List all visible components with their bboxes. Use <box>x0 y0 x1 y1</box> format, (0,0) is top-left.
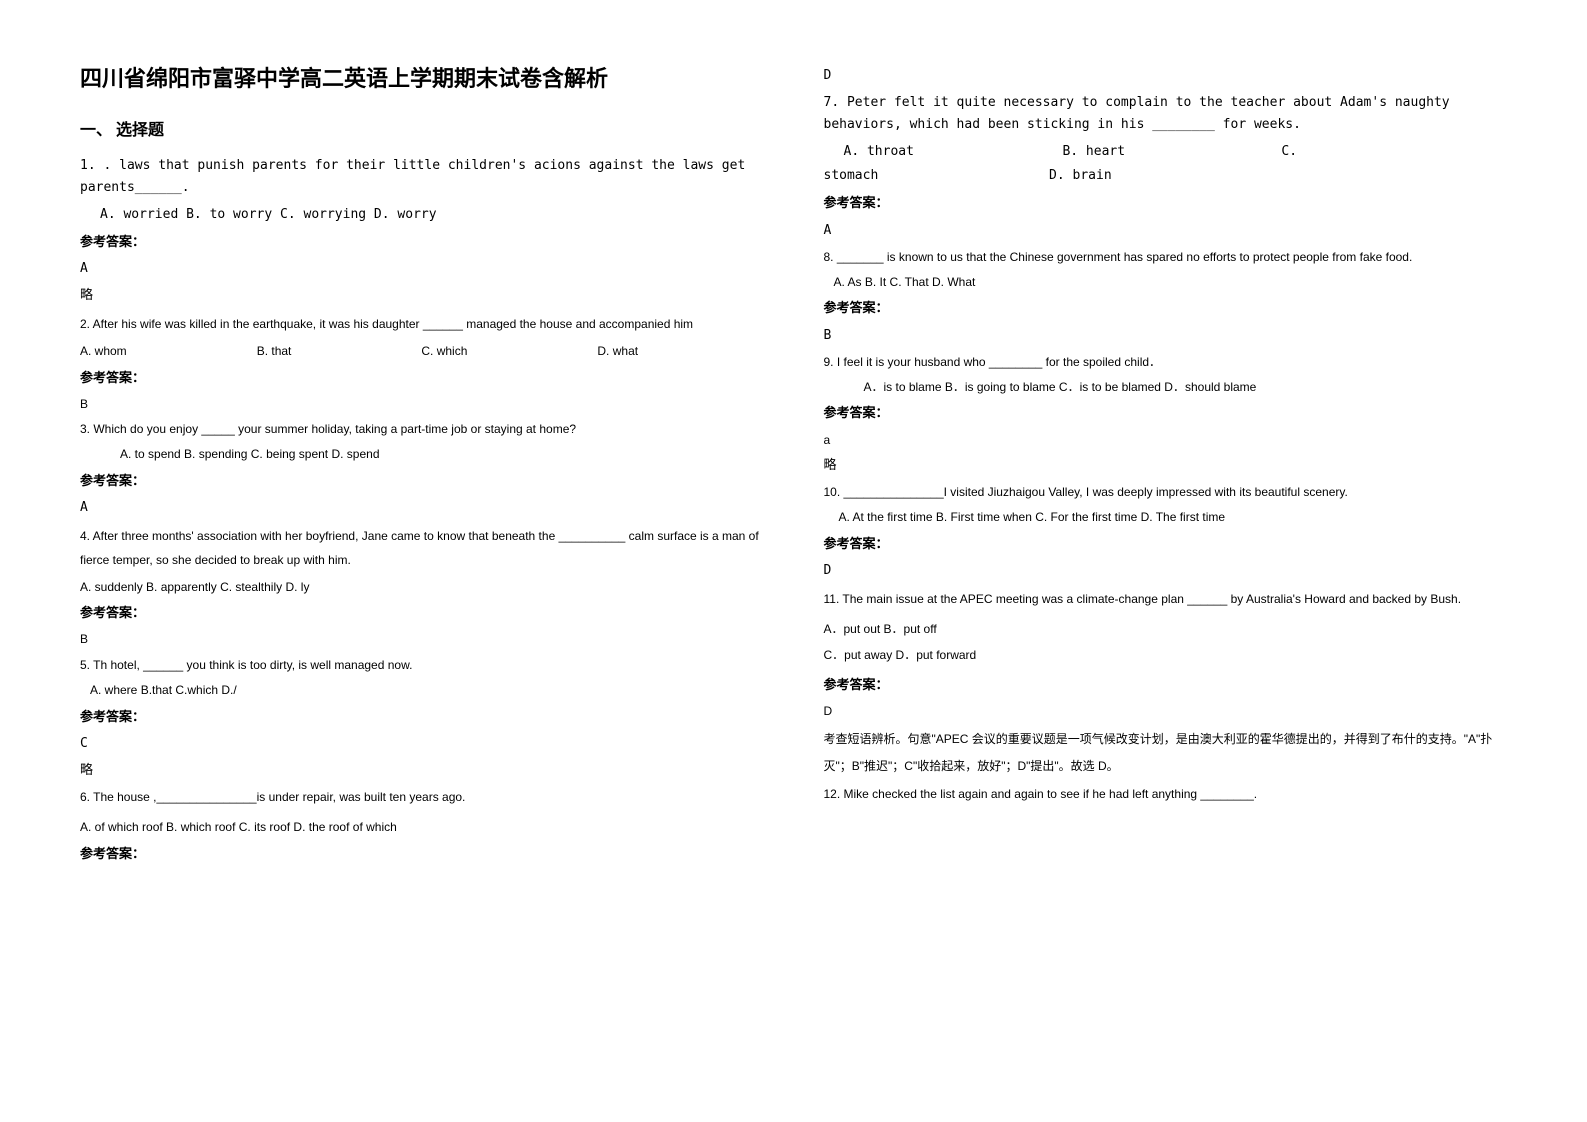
q8-answer: B <box>824 325 1508 347</box>
q6-answer-label: 参考答案： <box>80 843 764 865</box>
q4-text: 4. After three months' association with … <box>80 524 764 572</box>
q2-opt-c: C. which <box>421 341 467 361</box>
q2-opt-a: A. whom <box>80 341 127 361</box>
q1-options: A. worried B. to worry C. worrying D. wo… <box>100 204 764 226</box>
q5-answer-label: 参考答案： <box>80 706 764 728</box>
document-title: 四川省绵阳市富驿中学高二英语上学期期末试卷含解析 <box>80 60 764 97</box>
q9-answer-label: 参考答案： <box>824 402 1508 424</box>
q3-answer-label: 参考答案： <box>80 470 764 492</box>
q4-answer-label: 参考答案： <box>80 602 764 624</box>
right-page: D 7. Peter felt it quite necessary to co… <box>794 0 1587 1122</box>
q5-note: 略 <box>80 760 764 782</box>
q11-answer: D <box>824 701 1508 721</box>
q6-answer: D <box>824 65 1508 87</box>
q9-text: 9. I feel it is your husband who _______… <box>824 352 1508 372</box>
q11-text: 11. The main issue at the APEC meeting w… <box>824 587 1508 611</box>
q1-answer: A <box>80 258 764 280</box>
q11-explanation: 考查短语辨析。句意"APEC 会议的重要议题是一项气候改变计划，是由澳大利亚的霍… <box>824 726 1508 779</box>
q6-text: 6. The house ,_______________is under re… <box>80 787 764 807</box>
q7-options-row1: A. throat B. heart C. <box>844 141 1508 163</box>
q7-opt-b: B. heart <box>1062 141 1281 163</box>
q11-options1: A．put out B．put off <box>824 616 1508 642</box>
q4-options: A. suddenly B. apparently C. stealthily … <box>80 577 764 597</box>
q2-options: A. whom B. that C. which D. what <box>80 341 764 361</box>
q12-text: 12. Mike checked the list again and agai… <box>824 784 1508 804</box>
q8-options: A. As B. It C. That D. What <box>834 272 1508 292</box>
q8-text: 8. _______ is known to us that the Chine… <box>824 247 1508 267</box>
q6-options: A. of which roof B. which roof C. its ro… <box>80 817 764 837</box>
q1-answer-label: 参考答案： <box>80 231 764 253</box>
q11-answer-label: 参考答案： <box>824 674 1508 696</box>
q5-text: 5. Th hotel, ______ you think is too dir… <box>80 655 764 675</box>
section-header: 一、 选择题 <box>80 117 764 144</box>
q10-answer-label: 参考答案： <box>824 533 1508 555</box>
q2-opt-b: B. that <box>257 341 292 361</box>
q7-opt-d: D. brain <box>1049 165 1275 187</box>
q3-answer: A <box>80 497 764 519</box>
q9-options: A．is to blame B．is going to blame C．is t… <box>864 377 1508 397</box>
q5-options: A. where B.that C.which D./ <box>90 680 764 700</box>
q2-opt-d: D. what <box>597 341 638 361</box>
q10-text: 10. _______________I visited Jiuzhaigou … <box>824 482 1508 502</box>
q7-options-row2: stomach D. brain <box>824 165 1508 187</box>
q3-options: A. to spend B. spending C. being spent D… <box>120 444 764 464</box>
q10-options: A. At the first time B. First time when … <box>839 507 1508 527</box>
q2-text: 2. After his wife was killed in the eart… <box>80 312 764 336</box>
q8-answer-label: 参考答案： <box>824 297 1508 319</box>
q7-opt-c: C. <box>1281 141 1500 163</box>
q7-answer-label: 参考答案： <box>824 192 1508 214</box>
q11-options2: C．put away D．put forward <box>824 642 1508 668</box>
q1-note: 略 <box>80 285 764 307</box>
q7-answer: A <box>824 220 1508 242</box>
q7-opt-a: A. throat <box>844 141 1063 163</box>
q7-opt-stomach: stomach <box>824 165 1050 187</box>
q2-answer: B <box>80 394 764 414</box>
left-page: 四川省绵阳市富驿中学高二英语上学期期末试卷含解析 一、 选择题 1. . law… <box>0 0 794 1122</box>
q10-answer: D <box>824 560 1508 582</box>
q4-answer: B <box>80 629 764 649</box>
q2-answer-label: 参考答案： <box>80 367 764 389</box>
q3-text: 3. Which do you enjoy _____ your summer … <box>80 419 764 439</box>
q7-text: 7. Peter felt it quite necessary to comp… <box>824 92 1508 136</box>
q1-text: 1. . laws that punish parents for their … <box>80 155 764 199</box>
q5-answer: C <box>80 733 764 755</box>
q9-note: 略 <box>824 455 1508 477</box>
q9-answer: a <box>824 430 1508 450</box>
